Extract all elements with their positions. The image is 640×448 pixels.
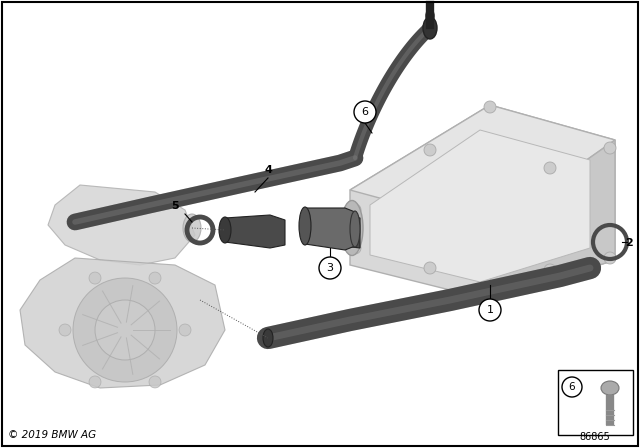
Ellipse shape bbox=[341, 201, 363, 255]
Text: 6: 6 bbox=[569, 382, 575, 392]
Circle shape bbox=[95, 300, 155, 360]
Circle shape bbox=[424, 262, 436, 274]
Circle shape bbox=[424, 144, 436, 156]
Circle shape bbox=[544, 162, 556, 174]
Ellipse shape bbox=[219, 217, 231, 243]
Text: 4: 4 bbox=[264, 165, 272, 175]
Circle shape bbox=[89, 272, 101, 284]
Polygon shape bbox=[305, 208, 355, 250]
Circle shape bbox=[59, 324, 71, 336]
Polygon shape bbox=[48, 185, 195, 265]
Bar bbox=[558, 370, 633, 435]
Polygon shape bbox=[350, 105, 615, 228]
Text: 5: 5 bbox=[171, 201, 179, 211]
Circle shape bbox=[73, 278, 177, 382]
Circle shape bbox=[319, 257, 341, 279]
Polygon shape bbox=[225, 215, 285, 248]
Circle shape bbox=[349, 242, 361, 254]
Circle shape bbox=[89, 376, 101, 388]
Text: © 2019 BMW AG: © 2019 BMW AG bbox=[8, 430, 96, 440]
Circle shape bbox=[604, 252, 616, 264]
Ellipse shape bbox=[601, 381, 619, 395]
Circle shape bbox=[149, 272, 161, 284]
Circle shape bbox=[479, 299, 501, 321]
Polygon shape bbox=[350, 105, 615, 300]
Ellipse shape bbox=[350, 211, 360, 247]
Text: 3: 3 bbox=[326, 263, 333, 273]
Ellipse shape bbox=[423, 17, 437, 39]
Polygon shape bbox=[370, 130, 590, 282]
Circle shape bbox=[484, 294, 496, 306]
Polygon shape bbox=[310, 210, 360, 248]
Text: 1: 1 bbox=[486, 305, 493, 315]
Circle shape bbox=[544, 264, 556, 276]
Circle shape bbox=[349, 204, 361, 216]
Ellipse shape bbox=[426, 9, 434, 23]
Circle shape bbox=[354, 101, 376, 123]
Text: 2: 2 bbox=[625, 238, 633, 248]
Circle shape bbox=[149, 376, 161, 388]
Ellipse shape bbox=[183, 214, 201, 242]
Ellipse shape bbox=[263, 329, 273, 347]
Polygon shape bbox=[490, 140, 615, 300]
Text: 6: 6 bbox=[362, 107, 369, 117]
Circle shape bbox=[562, 377, 582, 397]
Circle shape bbox=[484, 101, 496, 113]
Text: 86865: 86865 bbox=[580, 432, 611, 442]
Ellipse shape bbox=[299, 207, 311, 245]
Circle shape bbox=[179, 324, 191, 336]
Circle shape bbox=[604, 142, 616, 154]
Polygon shape bbox=[20, 258, 225, 388]
